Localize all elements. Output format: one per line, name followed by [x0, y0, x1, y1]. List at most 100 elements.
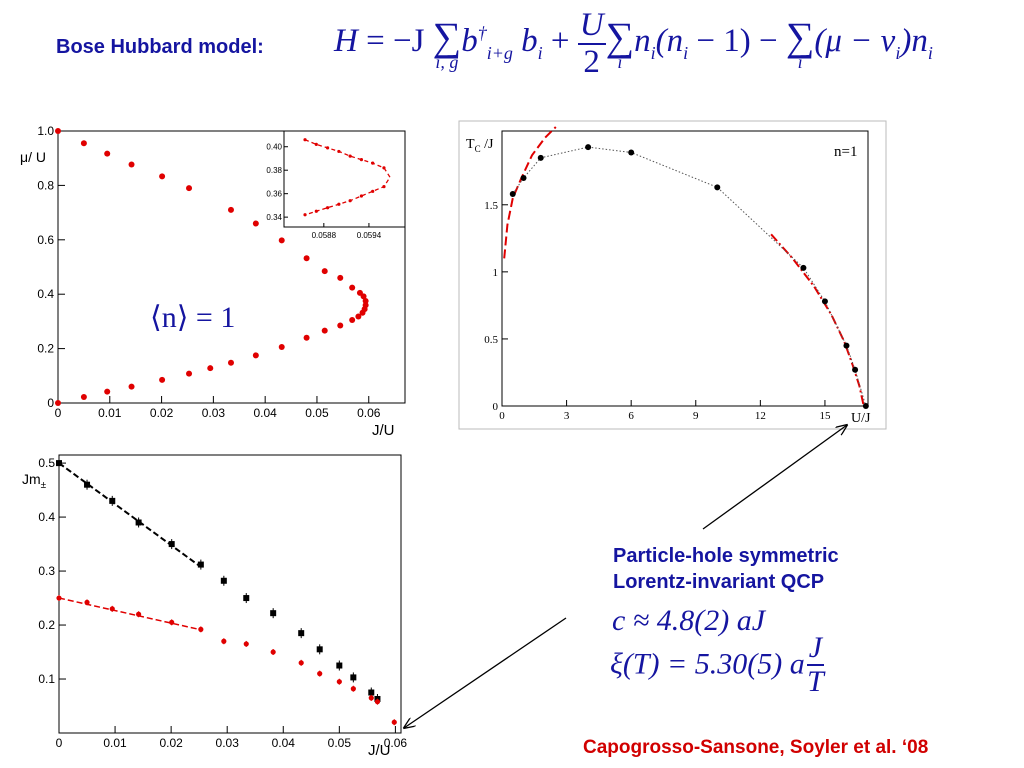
inset-data-point	[371, 189, 375, 193]
tc-data-point	[821, 298, 828, 305]
gap-x-tick-label: 0.01	[103, 736, 127, 750]
gap-black-point	[243, 595, 250, 602]
phase-data-point	[278, 237, 285, 244]
tc-data-point	[800, 264, 807, 271]
inset-data-point	[359, 158, 364, 162]
gap-red-point	[317, 671, 323, 677]
gap-red-point	[368, 695, 374, 701]
phase-data-point	[349, 317, 356, 324]
phase-x-tick-label: 0	[55, 406, 62, 420]
phase-data-point	[321, 268, 328, 275]
qcp-line-1: Particle-hole symmetric	[613, 545, 839, 567]
phase-x-tick-label: 0.04	[253, 406, 277, 420]
phase-y-tick-label: 0.6	[37, 233, 54, 247]
phase-data-point	[186, 185, 193, 192]
arrow-to-tc-chart	[702, 425, 847, 530]
tc-data-point	[843, 342, 850, 349]
gap-black-point	[56, 460, 62, 467]
gap-red-point	[136, 611, 142, 617]
tc-data-point	[537, 154, 544, 161]
tc-x-tick-label: 3	[564, 410, 570, 422]
phase-data-point	[337, 322, 344, 329]
gap-y-axis-label: Jm±	[22, 471, 47, 491]
gap-black-point	[109, 497, 116, 504]
inset-data-point	[337, 202, 341, 206]
phase-data-point	[55, 400, 61, 406]
gap-black-point	[336, 662, 343, 669]
tc-y-tick-label: 0	[493, 401, 499, 413]
gap-red-point	[243, 641, 249, 647]
tc-x-tick-label: 12	[755, 410, 766, 422]
phase-data-point	[303, 334, 310, 341]
phase-x-tick-label: 0.06	[357, 406, 381, 420]
inset-data-point	[382, 185, 386, 189]
inset-data-point	[325, 146, 330, 150]
phase-data-point	[104, 388, 111, 395]
phase-data-point	[80, 140, 87, 147]
gap-black-point	[368, 689, 375, 696]
inset-y-tick-label: 0.38	[266, 166, 282, 175]
phase-data-point	[360, 293, 367, 300]
gap-black-point	[316, 646, 323, 653]
gap-red-point	[374, 699, 381, 705]
tc-x-axis-label: U/J	[851, 411, 871, 426]
tc-plot-frame	[501, 130, 869, 407]
inset-x-tick-label: 0.0588	[312, 231, 337, 240]
phase-data-point	[186, 370, 193, 377]
gap-red-point	[56, 595, 62, 601]
gap-black-point	[84, 481, 91, 488]
inset-y-tick-label: 0.36	[266, 190, 282, 199]
phase-data-point	[227, 359, 234, 366]
gap-y-tick-label: 0.2	[38, 618, 55, 632]
tc-y-tick-label: 0.5	[484, 334, 498, 346]
gap-x-tick-label: 0.03	[216, 736, 240, 750]
inset-data-point	[325, 206, 330, 210]
arrow-to-gap-chart	[404, 617, 567, 728]
gap-red-point	[109, 606, 115, 612]
tc-y-tick-label: 1	[493, 267, 499, 279]
gap-red-point	[198, 626, 204, 632]
gap-black-point	[220, 577, 227, 584]
phase-data-point	[104, 150, 111, 157]
phase-y-tick-label: 0.8	[37, 178, 54, 192]
gap-red-point	[350, 686, 356, 692]
phase-data-point	[207, 365, 214, 372]
tc-data-point	[509, 191, 516, 198]
inset-data-point	[314, 209, 318, 213]
tc-legend: n=1	[834, 144, 857, 160]
phase-data-point	[128, 161, 135, 168]
phase-y-tick-label: 0.2	[37, 342, 54, 356]
tc-data-point	[628, 149, 635, 156]
tc-x-tick-label: 9	[693, 410, 699, 422]
phase-x-tick-label: 0.05	[305, 406, 329, 420]
sound-velocity-formula: c ≈ 4.8(2) aJ	[612, 604, 766, 637]
phase-x-axis-label: J/U	[372, 422, 395, 439]
gap-plot-frame	[58, 454, 402, 734]
phase-y-tick-label: 1.0	[37, 124, 54, 138]
inset-data-point	[303, 213, 307, 217]
tc-data-point	[714, 184, 721, 191]
tc-data-point	[852, 366, 859, 373]
phase-y-axis-label: μ/ U	[20, 149, 46, 165]
phase-data-point	[321, 327, 328, 334]
gap-red-point	[270, 649, 276, 655]
gap-x-tick-label: 0	[56, 736, 63, 750]
phase-data-point	[227, 206, 234, 213]
bose-hubbard-formula: H = −J ∑ i, g b†i+g bi + U 2 ∑ i ni(ni − 1) − …	[334, 7, 933, 80]
gap-fit-red-line	[58, 597, 200, 631]
gap-black-point	[197, 561, 204, 568]
phase-data-point	[362, 298, 369, 304]
gap-red-point	[84, 599, 90, 605]
gap-x-tick-label: 0.02	[159, 736, 183, 750]
inset-data-point	[348, 154, 352, 158]
phase-data-point	[252, 220, 259, 227]
gap-red-point	[169, 619, 175, 625]
gap-black-point	[270, 610, 277, 617]
gap-black-point	[168, 541, 175, 548]
inset-data-point	[382, 166, 386, 170]
gap-red-point	[391, 719, 397, 725]
gap-black-point	[135, 519, 142, 526]
